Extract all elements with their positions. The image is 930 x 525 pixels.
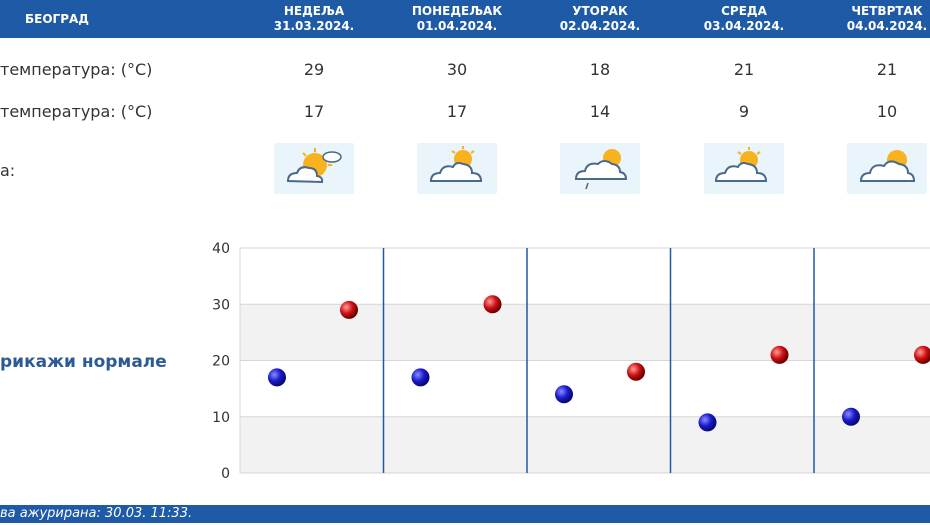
show-normals-link[interactable]: рикажи нормале [0,352,167,372]
weather-label: а: [0,161,16,180]
max-temp-value: 21 [876,60,898,79]
min-temp-value: 17 [303,102,325,121]
last-updated: ва ажурирана: 30.03. 11:33. [0,506,193,521]
day-date: 02.04.2024. [559,19,641,33]
max-temp-value: 29 [303,60,325,79]
sun-cloud-icon [417,143,497,194]
y-tick-label: 40 [212,241,230,257]
day-header-1: ПОНЕДЕЉАК 01.04.2024. [392,4,522,34]
sun-cloud-icon [274,143,354,194]
cloud-sun-icon [847,143,927,194]
max-temp-point [340,300,358,319]
footer-bar: ва ажурирана: 30.03. 11:33. [0,505,930,523]
day-name: НЕДЕЉА [283,4,345,18]
min-temp-point [411,368,430,387]
day-header-4: ЧЕТВРТАК 04.04.2024. [822,4,930,34]
forecast-header: БЕОГРАД НЕДЕЉА 31.03.2024. ПОНЕДЕЉАК 01.… [0,0,930,38]
y-tick-label: 30 [212,297,230,313]
min-temp-point [698,413,717,432]
max-temp-point [483,295,502,314]
day-name: ПОНЕДЕЉАК [411,4,503,18]
min-temp-point [555,385,573,404]
min-temp-value: 17 [446,102,468,121]
city-name: БЕОГРАД [25,12,89,26]
max-temp-point [627,362,645,381]
min-temp-value: 9 [738,102,750,121]
y-tick-label: 10 [212,410,230,426]
chart-band [240,416,930,473]
max-temp-label: температура: (°C) [0,60,153,79]
cloud-rain-sun-icon [560,143,640,194]
temperature-chart: 0 10 20 30 40 [212,241,930,482]
day-header-3: СРЕДА 03.04.2024. [679,4,809,34]
min-temp-point [268,368,286,387]
day-date: 31.03.2024. [273,19,355,33]
day-name: СРЕДА [721,4,767,18]
chart-band [240,360,930,417]
max-temp-value: 21 [733,60,755,79]
min-temp-point [842,407,860,426]
day-header-0: НЕДЕЉА 31.03.2024. [249,4,379,34]
day-date: 03.04.2024. [703,19,785,33]
day-date: 01.04.2024. [416,19,498,33]
day-name: ЧЕТВРТАК [851,4,923,18]
day-date: 04.04.2024. [846,19,928,33]
min-temp-label: температура: (°C) [0,102,153,121]
max-temp-value: 30 [446,60,468,79]
y-tick-label: 20 [212,354,230,370]
max-temp-point [770,345,789,364]
min-temp-value: 10 [876,102,898,121]
chart-band [240,248,930,305]
sun-cloud-icon [704,143,784,194]
max-temp-value: 18 [589,60,611,79]
min-temp-value: 14 [589,102,611,121]
day-header-2: УТОРАК 02.04.2024. [535,4,665,34]
y-tick-label: 0 [221,466,230,482]
max-temp-point [914,345,930,364]
day-name: УТОРАК [572,4,628,18]
